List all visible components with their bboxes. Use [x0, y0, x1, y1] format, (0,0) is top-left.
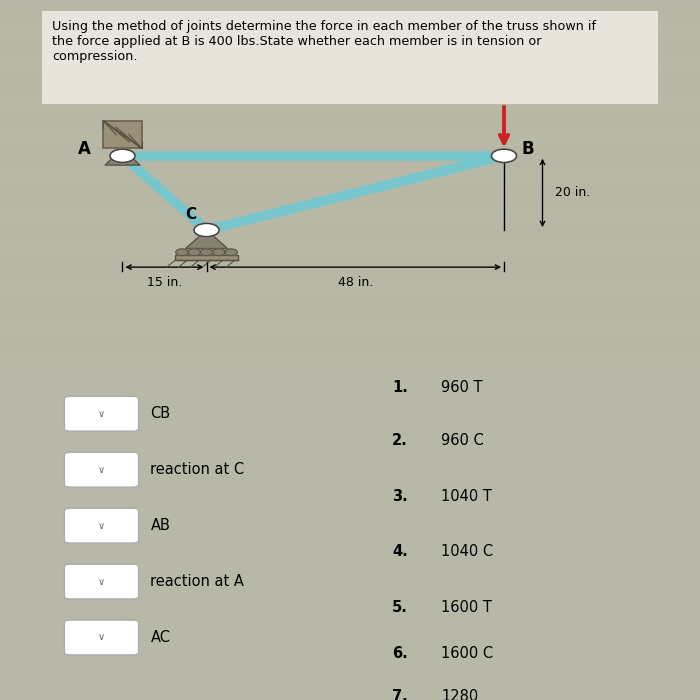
FancyBboxPatch shape [64, 564, 139, 599]
FancyBboxPatch shape [104, 120, 141, 148]
Text: CB: CB [150, 406, 171, 421]
Text: 48 in.: 48 in. [337, 276, 373, 289]
Bar [0, 241, 700, 260]
Bar [0, 148, 700, 167]
Text: 7.: 7. [392, 690, 408, 700]
Polygon shape [186, 230, 228, 248]
Text: 960 T: 960 T [441, 380, 482, 395]
Bar [0, 186, 700, 204]
Bar [0, 353, 700, 371]
Text: 2.: 2. [392, 433, 408, 447]
FancyBboxPatch shape [42, 11, 658, 104]
Text: B: B [522, 140, 534, 158]
Text: 5.: 5. [392, 601, 408, 615]
Circle shape [176, 249, 188, 256]
Bar [0, 223, 700, 241]
Text: 6.: 6. [392, 646, 408, 662]
Bar [0, 37, 700, 56]
Text: 960 C: 960 C [441, 433, 484, 447]
Text: ∨: ∨ [98, 577, 105, 587]
Text: ∨: ∨ [98, 633, 105, 643]
FancyBboxPatch shape [64, 396, 139, 431]
FancyBboxPatch shape [175, 255, 238, 260]
Bar [0, 18, 700, 37]
FancyBboxPatch shape [64, 508, 139, 543]
Text: 1280: 1280 [441, 690, 478, 700]
Circle shape [491, 149, 517, 162]
Text: 1600 T: 1600 T [441, 601, 492, 615]
Text: ∨: ∨ [98, 465, 105, 475]
Text: ∨: ∨ [98, 521, 105, 531]
Text: reaction at A: reaction at A [150, 574, 244, 589]
Text: 20 in.: 20 in. [555, 186, 590, 200]
Text: 1040 C: 1040 C [441, 545, 493, 559]
Text: 1600 C: 1600 C [441, 646, 493, 662]
Bar [0, 334, 700, 353]
Bar [0, 111, 700, 130]
Text: ∨: ∨ [98, 409, 105, 419]
Bar [0, 315, 700, 334]
Circle shape [225, 249, 237, 256]
Text: 1.: 1. [392, 380, 408, 395]
Circle shape [188, 249, 200, 256]
Text: 15 in.: 15 in. [147, 276, 182, 289]
Text: 4.: 4. [392, 545, 408, 559]
Bar [0, 204, 700, 223]
Text: 3.: 3. [392, 489, 408, 503]
Text: Using the method of joints determine the force in each member of the truss shown: Using the method of joints determine the… [52, 20, 596, 64]
Text: C: C [185, 207, 196, 222]
Circle shape [213, 249, 225, 256]
Bar [0, 130, 700, 148]
Bar [0, 92, 700, 111]
Bar [0, 297, 700, 315]
Polygon shape [105, 148, 140, 165]
Bar [0, 74, 700, 92]
Circle shape [194, 223, 219, 237]
Text: 1040 T: 1040 T [441, 489, 492, 503]
Text: reaction at C: reaction at C [150, 462, 244, 477]
Bar [0, 260, 700, 278]
Circle shape [110, 149, 135, 162]
FancyBboxPatch shape [64, 620, 139, 655]
Text: AC: AC [150, 630, 171, 645]
FancyBboxPatch shape [64, 452, 139, 487]
Text: AB: AB [150, 518, 170, 533]
Bar [0, 0, 700, 18]
Text: A: A [78, 140, 91, 158]
Bar [0, 56, 700, 74]
Bar [0, 278, 700, 297]
Circle shape [200, 249, 213, 256]
Bar [0, 167, 700, 186]
